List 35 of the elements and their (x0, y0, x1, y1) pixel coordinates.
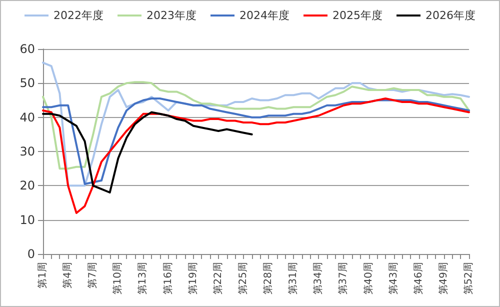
y-tick-label: 40 (20, 110, 35, 124)
x-tick-label: 第22周 (212, 262, 224, 295)
x-tick-label: 第16周 (162, 262, 174, 295)
x-tick-label: 第52周 (462, 262, 474, 295)
x-tick-label: 第46周 (412, 262, 424, 295)
legend-label: 2023年度 (146, 9, 197, 22)
x-tick-label: 第19周 (186, 262, 199, 295)
x-tick-label: 第4周 (62, 262, 74, 288)
x-tick-label: 第10周 (112, 262, 124, 295)
x-tick-label: 第49周 (437, 262, 450, 295)
line-series (42, 62, 470, 187)
y-tick-label: 0 (27, 247, 35, 261)
legend-label: 2026年度 (425, 9, 476, 22)
legend-label: 2024年度 (240, 9, 290, 22)
y-tick-label: 10 (20, 212, 35, 227)
legend-label: 2022年度 (54, 9, 104, 22)
line-series (42, 98, 470, 185)
legend-label: 2025年度 (332, 9, 382, 22)
x-tick-label: 第13周 (136, 262, 149, 295)
x-tick-label: 第40周 (362, 262, 374, 295)
x-tick-label: 第1周 (36, 262, 48, 288)
x-tick-label: 第34周 (312, 262, 324, 295)
x-tick-label: 第28周 (262, 262, 274, 295)
line-series (42, 81, 470, 170)
x-tick-label: 第25周 (236, 262, 249, 295)
y-tick-label: 20 (20, 178, 35, 193)
y-tick-label: 60 (20, 42, 35, 56)
line-series (42, 98, 470, 214)
x-tick-label: 第31周 (287, 262, 300, 295)
y-tick-label: 30 (20, 144, 35, 158)
x-tick-label: 第7周 (86, 262, 99, 288)
line-series (42, 111, 253, 194)
x-tick-label: 第43周 (387, 262, 400, 295)
y-tick-label: 50 (20, 76, 35, 90)
x-tick-label: 第37周 (337, 262, 350, 295)
